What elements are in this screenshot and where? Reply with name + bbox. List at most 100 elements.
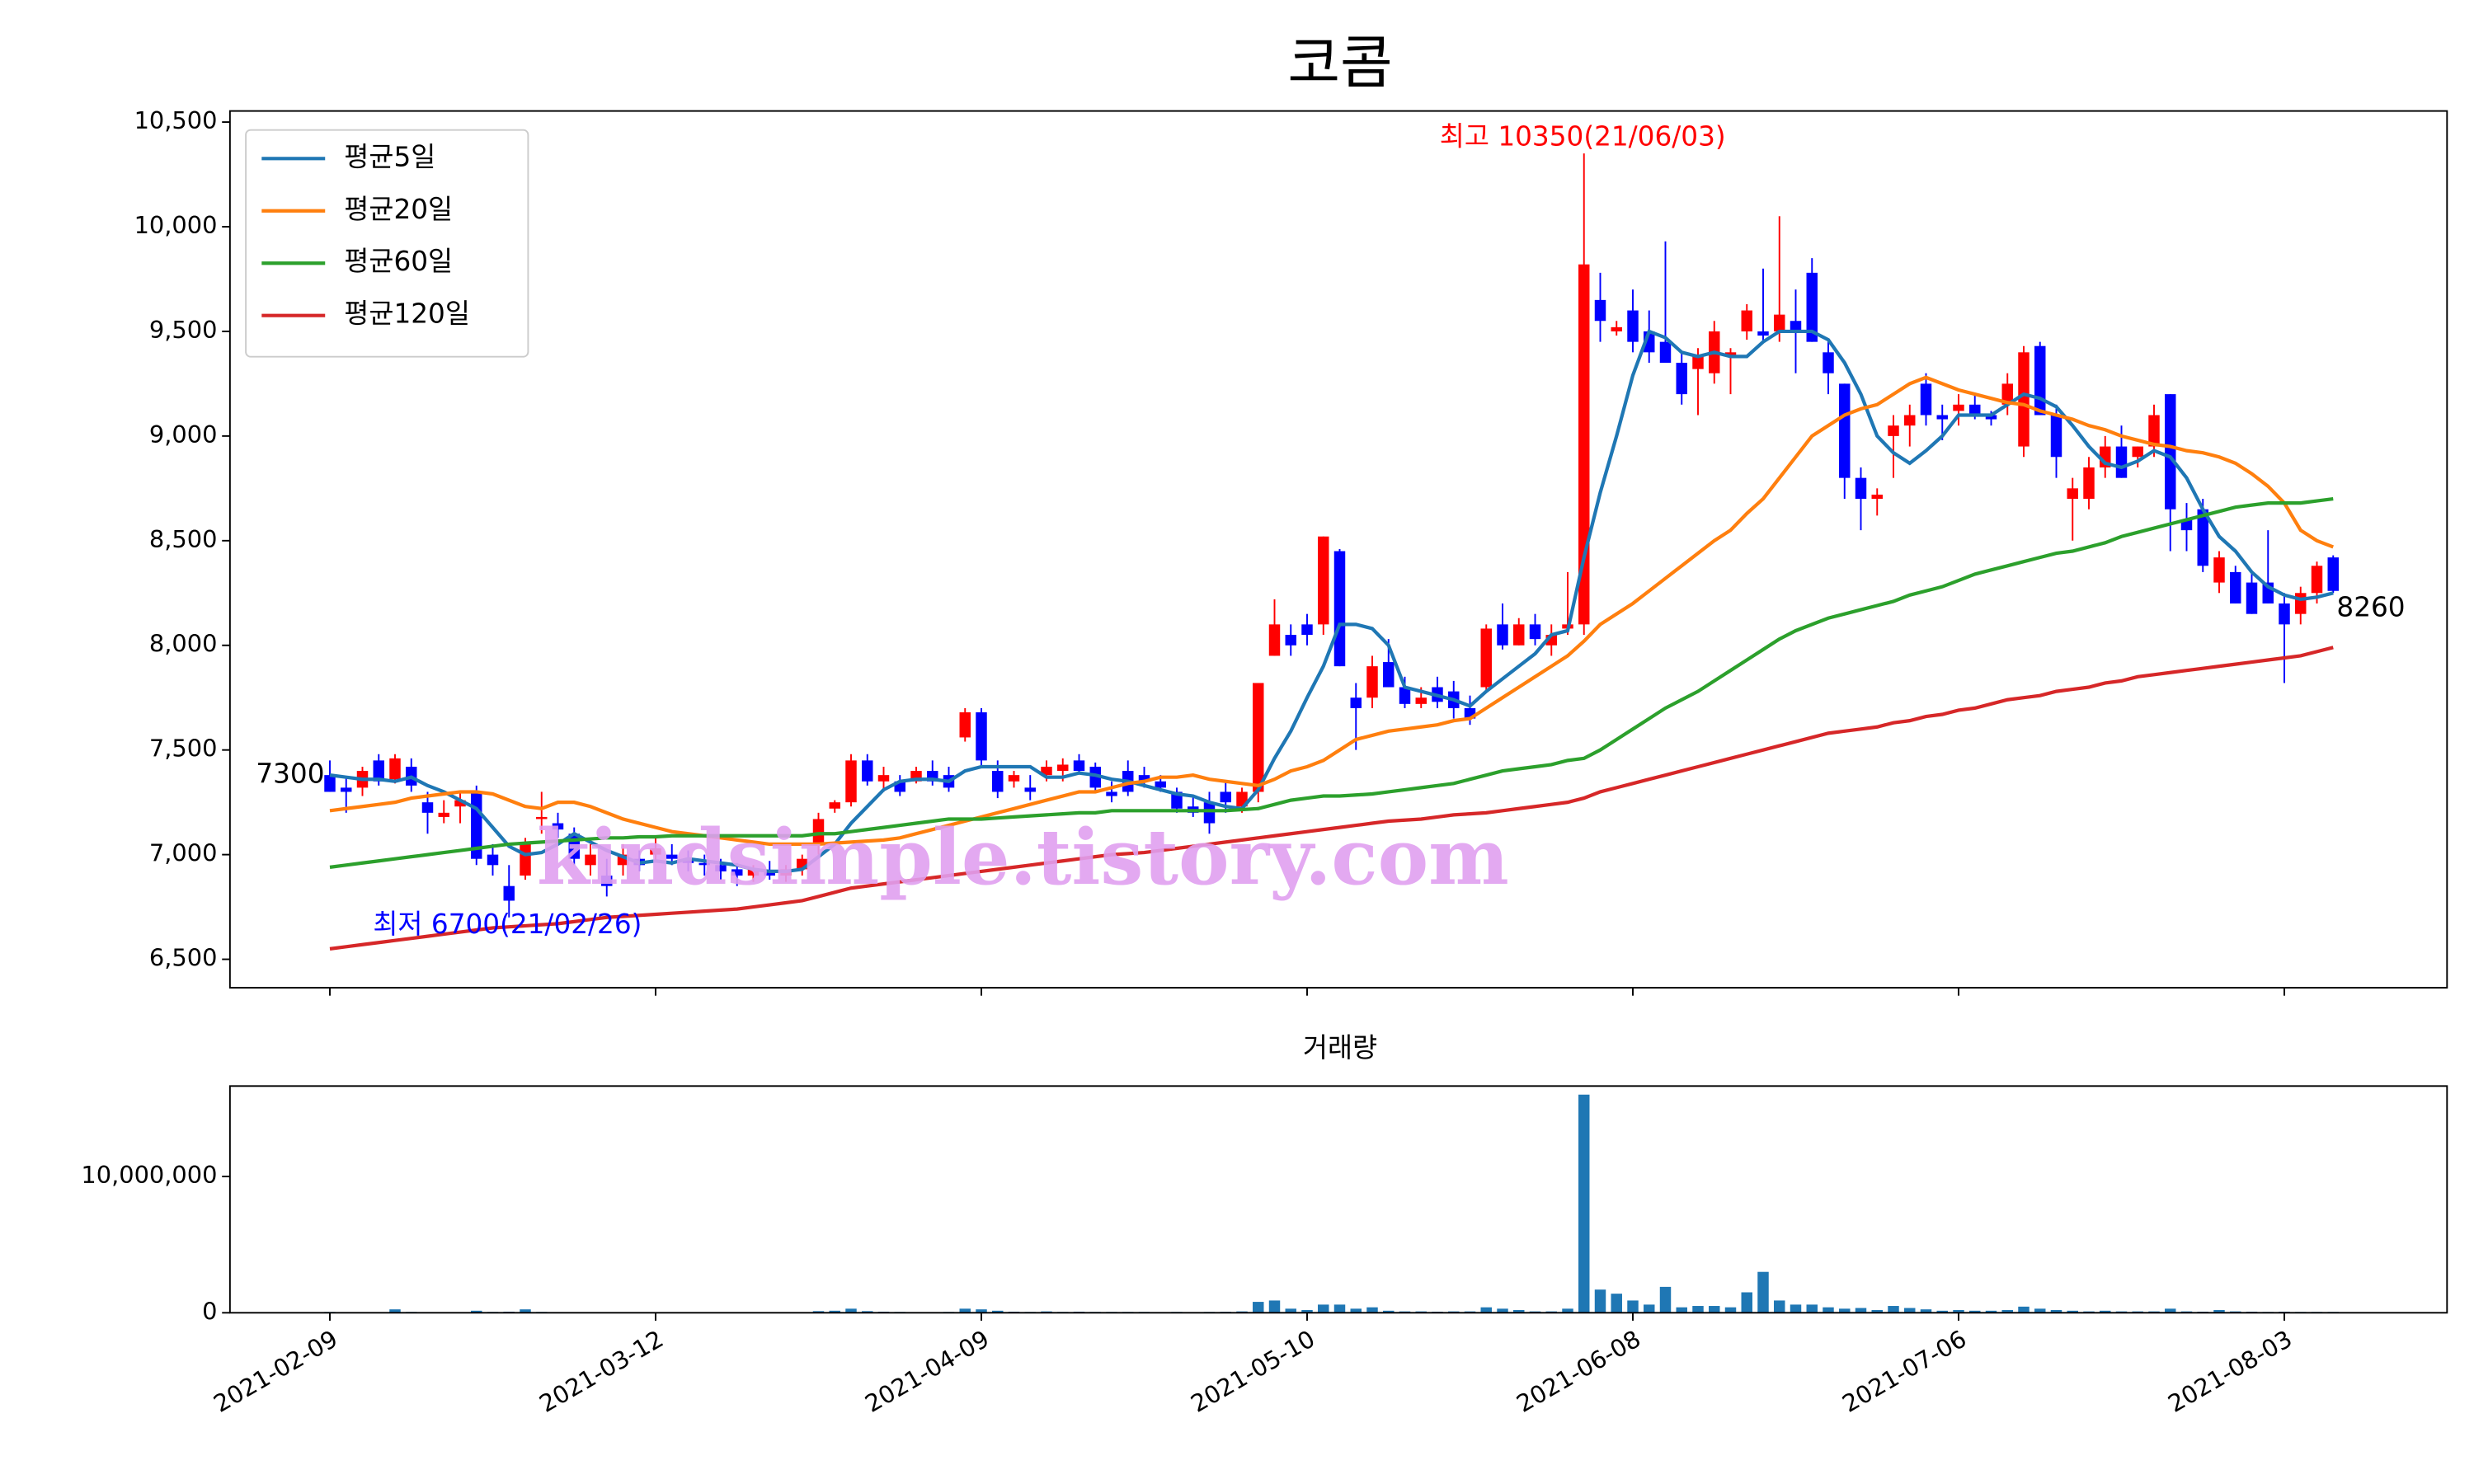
candle-body [1268,624,1281,656]
y-tick-label: 7,500 [149,735,218,763]
candle-body [1724,352,1737,357]
candle-body [731,869,743,876]
candle-body [1920,383,1932,416]
candle-body [829,802,840,809]
candle-body [2197,509,2208,566]
volume-bar [1806,1304,1818,1313]
watermark: kindsimple.tistory.com [537,812,1509,902]
candle-body [1741,310,1752,331]
candle-body [585,854,596,866]
candle-body [1366,666,1378,698]
volume-bar [1741,1292,1752,1313]
candle-body [2034,345,2046,416]
candle-body [845,760,857,803]
candle-body [1936,415,1948,420]
end-annotation: 8260 [2336,591,2405,622]
candle-body [1301,624,1313,636]
candle-body [1399,687,1411,704]
candle-body [1806,272,1818,342]
candle-body [373,760,384,782]
candle-body [1253,683,1264,792]
candle-body [1676,363,1687,395]
candle-body [1057,764,1069,772]
volume-bar [1953,1310,1964,1313]
candle-body [2180,519,2193,531]
candle-body [487,854,499,866]
plot-frame [228,110,2448,989]
candle-body [1318,536,1329,625]
candle-body [1904,415,1916,426]
candle-body [877,775,890,782]
candle-body [959,711,971,738]
candle-body [1497,624,1508,646]
legend-label: 평균120일 [344,298,470,330]
candle-body [1659,341,1672,364]
volume-bar [992,1310,1004,1313]
legend-label: 평균20일 [344,194,453,225]
volume-bar [1383,1310,1395,1313]
volume-bar [1709,1306,1720,1313]
legend-label: 평균60일 [344,246,453,277]
candle-body [1383,662,1395,688]
candle-body [2001,383,2013,405]
candle-body [536,816,548,819]
start-annotation: 7300 [256,758,324,789]
candle-body [324,775,336,792]
candle-body [2132,446,2143,458]
candle-body [1073,760,1085,772]
volume-bar [1774,1300,1785,1313]
volume-bar [389,1309,401,1313]
volume-bar [2018,1306,2030,1313]
volume-bar [2165,1308,2176,1313]
volume-bar [1627,1300,1639,1313]
candle-body [601,876,613,886]
candle-body [2148,415,2160,447]
candle-body [764,871,775,876]
candle-body [1611,326,1622,331]
candle-body [1578,264,1590,625]
volume-bar [812,1311,825,1313]
candle-body [976,711,987,761]
ma-line [329,496,2334,869]
candle-body [438,812,449,817]
volume-bar [2034,1308,2046,1313]
candle-body [2246,582,2258,614]
candle-body [1106,791,1117,796]
candle-body [2311,566,2323,594]
candle-body [2295,593,2307,614]
volume-bar [1578,1094,1590,1313]
candle-body [698,862,710,866]
candle-body [1855,477,1867,500]
candle-body [992,771,1004,792]
volume-title: 거래량 [1303,1032,1377,1064]
candle-body [341,787,352,792]
y-tick-label: 9,000 [149,420,218,448]
candle-body [552,823,564,830]
volume-bar [1920,1309,1932,1313]
candle-body [2327,557,2339,591]
chart-title: 코콤 [1287,31,1392,96]
candle-body [2083,467,2095,500]
y-tick-label: 6,500 [149,944,218,972]
volume-bar [1513,1310,1525,1313]
y-tick-label: 10,000,000 [81,1161,217,1189]
candle-body [1594,299,1606,322]
candle-body [2213,557,2225,583]
candle-body [2067,488,2078,500]
volume-bar [2050,1310,2062,1313]
volume-bar [1969,1310,1981,1313]
ma-line [329,329,2334,874]
y-tick-label: 9,500 [149,316,218,344]
candle-body [2230,571,2241,603]
volume-bar [1644,1304,1655,1313]
legend-label: 평균5일 [344,141,435,172]
candle-body [1757,331,1769,336]
candle-body [1790,321,1802,331]
volume-bar [1823,1307,1834,1313]
candle-body [2018,352,2030,447]
volume-bar [1301,1310,1313,1313]
min-annotation: 최저 6700(21/02/26) [373,909,642,940]
candle-body [1888,425,1899,436]
candle-body [520,843,531,876]
candle-body [1220,791,1231,803]
